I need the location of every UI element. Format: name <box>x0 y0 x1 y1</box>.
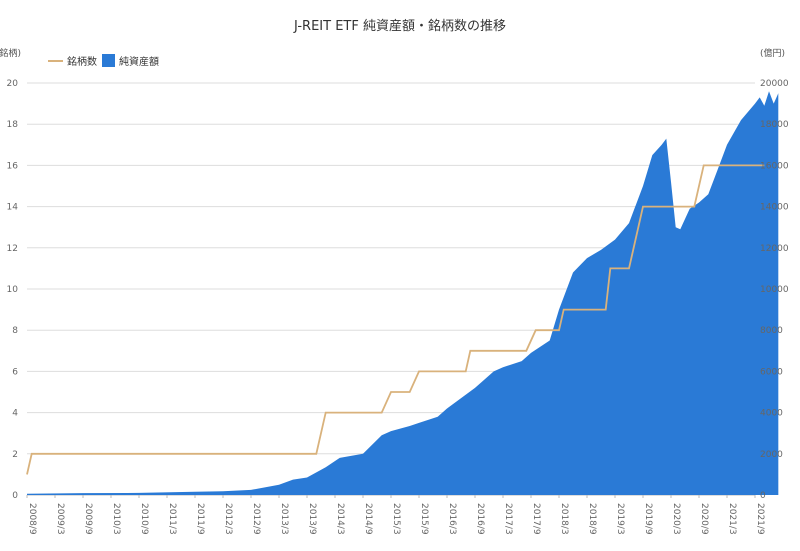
chart-title: J-REIT ETF 純資産額・銘柄数の推移 <box>293 18 506 34</box>
x-tick-label: 2009/3 <box>55 503 65 535</box>
left-tick-label: 14 <box>7 203 19 213</box>
x-tick-label: 2017/3 <box>503 503 513 535</box>
left-tick-label: 0 <box>12 491 18 501</box>
right-tick-label: 10000 <box>760 285 789 295</box>
x-tick-label: 2020/3 <box>671 503 681 535</box>
x-tick-label: 2020/9 <box>699 503 709 535</box>
right-tick-label: 20000 <box>760 79 789 89</box>
x-tick-label: 2017/9 <box>531 503 541 535</box>
left-tick-label: 8 <box>12 326 18 336</box>
x-tick-label: 2009/9 <box>83 503 93 535</box>
right-tick-label: 18000 <box>760 120 789 130</box>
left-tick-label: 12 <box>7 244 18 254</box>
left-tick-label: 6 <box>12 367 18 377</box>
x-tick-label: 2011/3 <box>167 503 177 535</box>
x-tick-label: 2019/9 <box>643 503 653 535</box>
right-axis-label: (億円) <box>760 47 785 59</box>
left-tick-label: 4 <box>12 409 18 419</box>
right-tick-label: 4000 <box>760 409 783 419</box>
left-tick-label: 16 <box>7 161 19 171</box>
left-axis-ticks: 0 2 4 6 8 10 12 14 16 18 20 <box>7 79 19 501</box>
legend-label-assets: 純資産額 <box>119 55 159 68</box>
x-tick-label: 2015/9 <box>419 503 429 535</box>
x-tick-label: 2021/3 <box>727 503 737 535</box>
left-tick-label: 2 <box>12 450 18 460</box>
right-tick-label: 14000 <box>760 203 789 213</box>
x-tick-label: 2012/9 <box>251 503 261 535</box>
x-tick-label: 2012/3 <box>223 503 233 535</box>
x-tick-label: 2008/9 <box>27 503 37 535</box>
legend-area-swatch <box>102 54 115 67</box>
x-tick-label: 2019/3 <box>615 503 625 535</box>
x-tick-label: 2010/9 <box>139 503 149 535</box>
x-tick-label: 2015/3 <box>391 503 401 535</box>
series-line-count <box>26 164 765 475</box>
right-tick-label: 6000 <box>760 367 783 377</box>
x-tick-label: 2018/9 <box>587 503 597 535</box>
line-layer <box>26 164 765 475</box>
series-area-net-assets <box>27 91 779 495</box>
x-tick-label: 2010/3 <box>111 503 121 535</box>
left-tick-label: 10 <box>7 285 19 295</box>
right-tick-label: 12000 <box>760 244 789 254</box>
right-axis-ticks: 0 2000 4000 6000 8000 10000 12000 14000 16000 180… <box>760 79 789 501</box>
x-tick-label: 2016/3 <box>447 503 457 535</box>
x-axis-ticks: 2008/9 2009/3 2009/9 2010/3 2010/9 2011/3 2011… <box>26 495 765 535</box>
x-tick-label: 2021/9 <box>755 503 765 535</box>
legend: 銘柄数 純資産額 <box>48 54 159 68</box>
x-tick-label: 2018/3 <box>559 503 569 535</box>
legend-label-count: 銘柄数 <box>67 55 97 68</box>
left-tick-label: 18 <box>7 120 19 130</box>
right-tick-label: 8000 <box>760 326 783 336</box>
x-tick-label: 2013/3 <box>279 503 289 535</box>
x-tick-label: 2013/9 <box>307 503 317 535</box>
right-tick-label: 2000 <box>760 450 783 460</box>
right-tick-label: 0 <box>760 491 766 501</box>
x-tick-label: 2016/9 <box>475 503 485 535</box>
left-tick-label: 20 <box>7 79 19 89</box>
area-layer <box>27 91 779 495</box>
x-tick-label: 2014/3 <box>335 503 345 535</box>
right-tick-label: 16000 <box>760 161 789 171</box>
left-axis-label: (銘柄) <box>0 47 21 59</box>
x-tick-label: 2011/9 <box>195 503 205 535</box>
x-tick-label: 2014/9 <box>363 503 373 535</box>
